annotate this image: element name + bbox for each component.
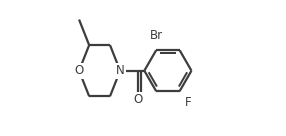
- Text: N: N: [116, 64, 124, 77]
- Text: F: F: [185, 96, 192, 109]
- Text: O: O: [74, 64, 84, 77]
- Text: Br: Br: [150, 29, 163, 42]
- Text: O: O: [133, 93, 142, 106]
